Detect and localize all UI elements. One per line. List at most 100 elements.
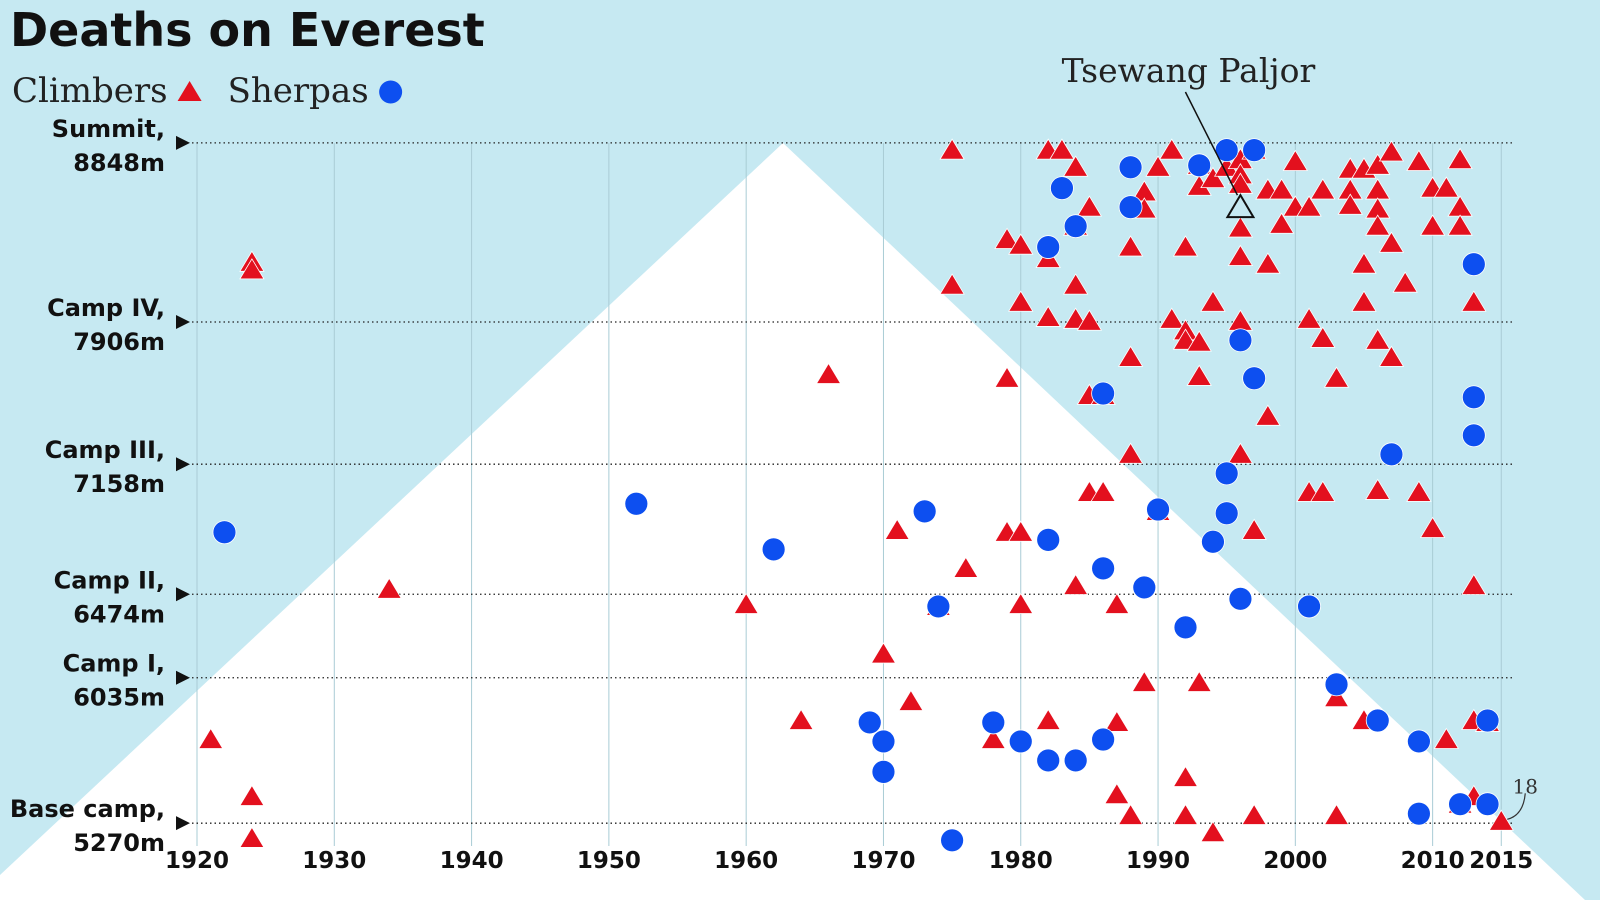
triangle-marker (1008, 592, 1034, 614)
triangle-marker (1172, 765, 1199, 787)
circle-marker (1242, 138, 1267, 163)
legend: Climbers Sherpas (12, 71, 403, 111)
triangle-marker (1255, 252, 1281, 274)
triangle-marker (1337, 193, 1363, 215)
x-tick-label: 2015 (1469, 848, 1533, 874)
legend-marker (379, 80, 403, 104)
triangle-marker (1172, 803, 1199, 825)
triangle-marker (1008, 233, 1034, 255)
triangle-marker (1076, 195, 1103, 217)
triangle-marker (1365, 328, 1391, 350)
triangle-marker (1200, 820, 1226, 843)
circle-marker (926, 594, 951, 619)
circle-marker (1379, 442, 1404, 467)
circle-marker (1008, 729, 1033, 754)
triangle-marker (239, 258, 265, 280)
triangle-marker (1255, 404, 1281, 426)
triangle-marker (1433, 727, 1460, 749)
x-tick-label: 2000 (1263, 848, 1327, 874)
triangle-marker (1035, 305, 1061, 327)
x-tick-label: 1930 (302, 848, 366, 874)
triangle-marker (1406, 480, 1432, 502)
circle-marker (1063, 214, 1088, 239)
circle-marker (1461, 423, 1486, 448)
legend-marker (177, 81, 202, 101)
x-tick-label: 1940 (440, 848, 504, 874)
y-tick-mark (176, 135, 190, 150)
x-tick-label: 1920 (165, 848, 229, 874)
triangle-marker (1378, 345, 1405, 367)
circle-marker (1036, 527, 1061, 552)
triangle-marker (1296, 195, 1322, 217)
triangle-marker (1104, 782, 1130, 805)
triangle-marker (1049, 138, 1075, 160)
legend-label: Sherpas (228, 71, 369, 111)
triangle-marker (953, 556, 979, 578)
triangle-marker (1104, 710, 1130, 732)
x-tick-label: 1990 (1126, 848, 1190, 874)
circle-marker (1118, 155, 1143, 180)
circle-marker (912, 499, 937, 524)
triangle-marker (1062, 273, 1089, 295)
circle-marker (871, 759, 896, 784)
x-tick-label: 1970 (851, 848, 915, 874)
triangle-marker (1419, 214, 1446, 236)
circle-marker (1214, 461, 1239, 486)
triangle-marker (1159, 138, 1185, 160)
circle-marker (1050, 176, 1074, 201)
triangle-marker (815, 362, 842, 384)
triangle-marker (1323, 803, 1350, 825)
triangle-marker (1200, 290, 1226, 312)
triangle-marker (1447, 214, 1473, 236)
triangle-marker (994, 366, 1020, 388)
circle-marker (1091, 381, 1116, 406)
circle-marker (1297, 594, 1321, 619)
triangle-marker (884, 518, 910, 540)
grid: 1920 1930 1940 1950 1960 1970 1980 1990 2000 2010… (10, 115, 1533, 874)
circle-marker (1036, 235, 1061, 259)
triangle-marker (1159, 307, 1185, 329)
triangle-marker (1117, 345, 1144, 367)
triangle-marker (1062, 573, 1089, 595)
triangle-marker (1186, 670, 1212, 692)
triangle-marker (1117, 442, 1144, 464)
triangle-marker (376, 577, 402, 599)
triangle-marker (1488, 809, 1514, 831)
triangle-marker (1365, 153, 1391, 175)
y-tick-label: Camp II, 6474m (54, 566, 165, 628)
triangle-marker (1186, 330, 1212, 352)
triangle-marker (239, 784, 265, 806)
x-tick-label: 1950 (577, 848, 641, 874)
triangle-marker (1227, 442, 1254, 464)
circle-marker (857, 710, 882, 735)
circle-marker (1118, 195, 1143, 220)
y-tick-label: Camp I, 6035m (63, 650, 165, 712)
circle-marker (624, 491, 649, 516)
circle-marker (1448, 792, 1472, 817)
triangle-marker (1227, 244, 1254, 266)
triangle-marker (1461, 290, 1487, 312)
triangle-marker (1241, 803, 1267, 825)
triangle-marker (1365, 478, 1391, 500)
triangle-marker (1131, 670, 1158, 692)
triangle-marker (1200, 166, 1226, 189)
triangle-marker (239, 826, 265, 848)
triangle-marker (939, 138, 965, 160)
y-tick-mark (176, 457, 190, 472)
circle-marker (1406, 729, 1431, 754)
triangle-marker (1076, 309, 1103, 331)
triangle-marker (1268, 178, 1295, 200)
circle-marker (940, 828, 965, 853)
circle-marker (1406, 801, 1431, 826)
triangle-marker (1172, 235, 1199, 257)
triangle-marker (788, 708, 814, 730)
triangle-marker (1351, 252, 1377, 274)
triangle-marker (1008, 520, 1034, 542)
triangle-marker (1447, 147, 1473, 170)
x-tick-label: 1960 (714, 848, 778, 874)
triangle-marker (1365, 214, 1391, 236)
triangle-marker (994, 227, 1020, 249)
circle-marker (1091, 556, 1116, 581)
circle-marker (1228, 586, 1253, 611)
circle-marker (981, 710, 1006, 735)
